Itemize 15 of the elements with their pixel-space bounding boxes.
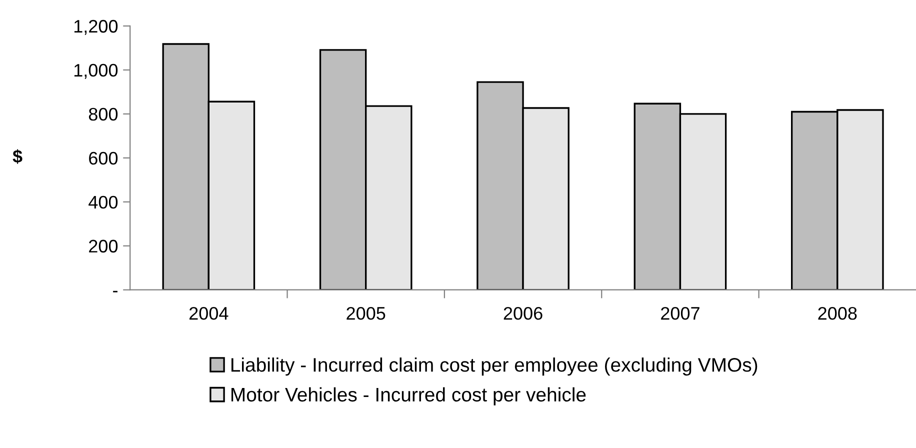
y-tick-label: 1,200 <box>74 20 118 35</box>
x-tick-label: 2008 <box>818 307 857 320</box>
y-tick-label: 600 <box>89 152 118 165</box>
x-tick-label: 2007 <box>661 307 700 320</box>
y-tick-label: 800 <box>88 108 118 121</box>
y-tick-label: - <box>113 290 118 292</box>
y-tick-label: 1,000 <box>74 64 118 79</box>
legend-label: Motor Vehicles - Incurred cost per vehicle <box>231 387 586 406</box>
y-tick-label: 200 <box>89 240 118 253</box>
x-tick-label: 2004 <box>189 307 228 320</box>
y-tick-label: 400 <box>88 196 118 209</box>
legend-label: Liability - Incurred claim cost per employee (excluding VMOs) <box>231 357 758 376</box>
x-tick-label: 2006 <box>504 307 542 320</box>
y-axis-title: $ <box>12 149 22 164</box>
x-tick-label: 2005 <box>346 307 386 320</box>
